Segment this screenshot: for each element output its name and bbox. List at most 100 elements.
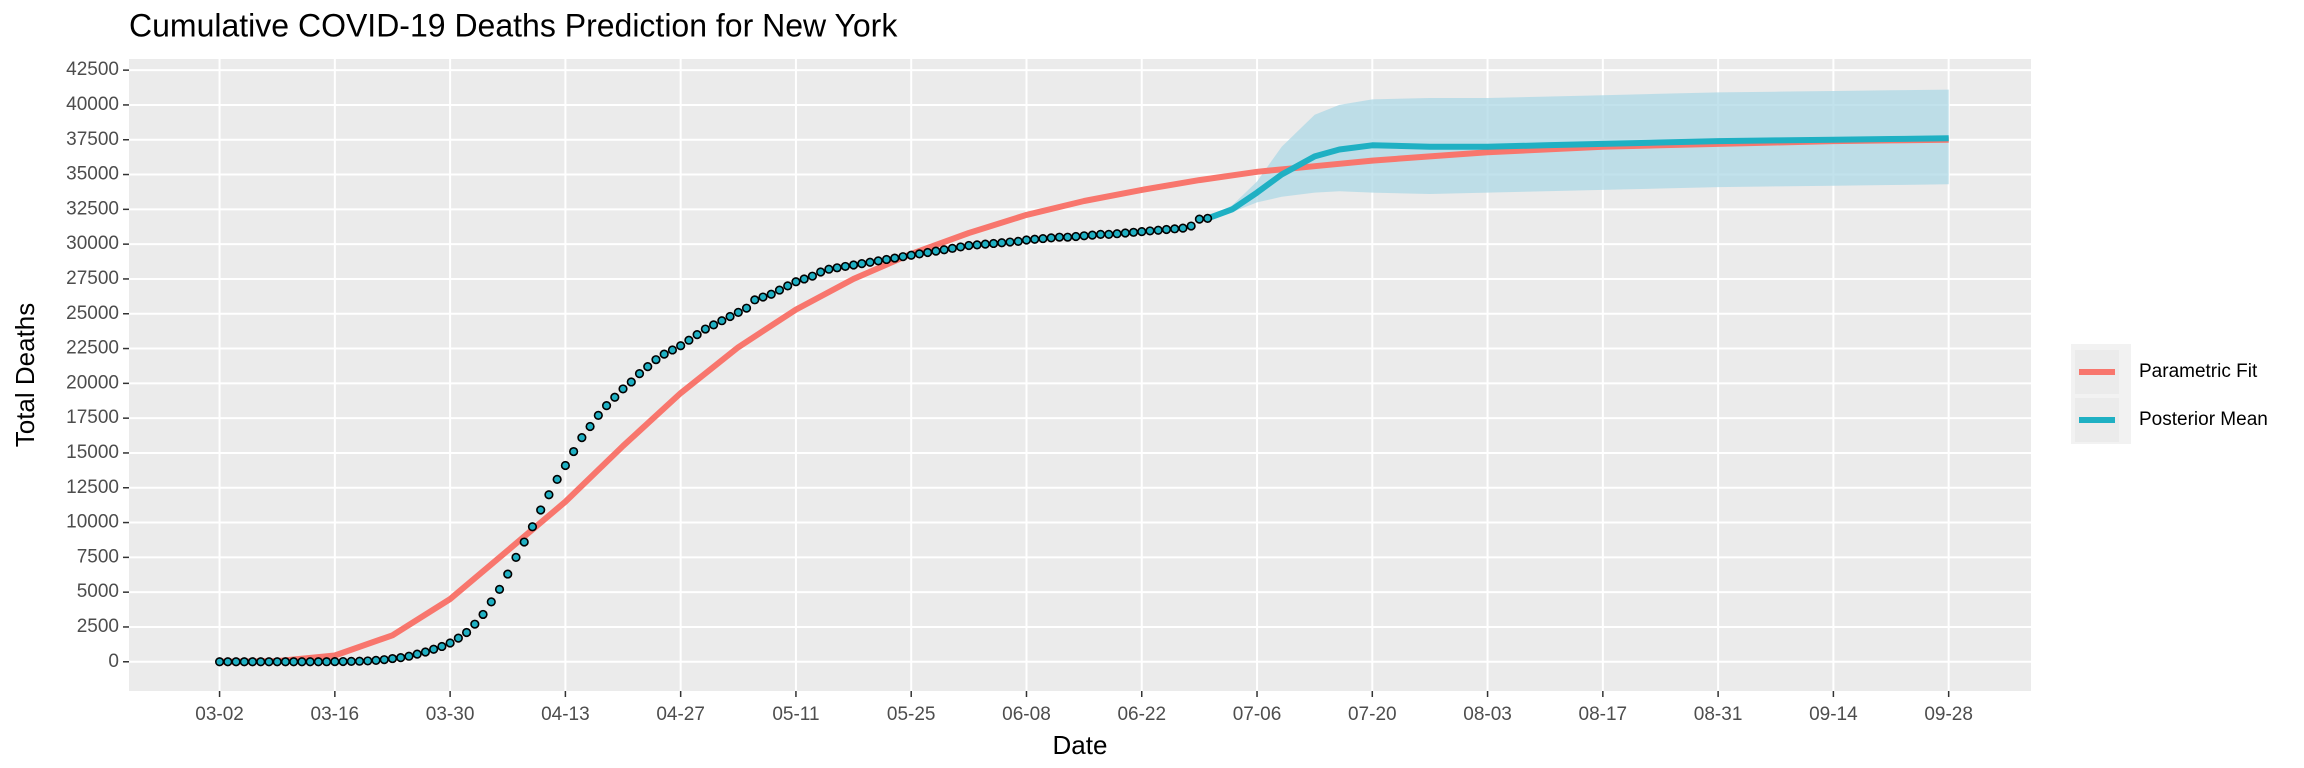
x-tick-label: 05-11 [772,704,819,725]
observed-point [1112,229,1122,239]
y-tick-label: 7500 [77,546,119,567]
x-tick-label: 06-08 [1002,704,1051,725]
observed-point [758,292,768,302]
observed-point [231,657,241,667]
observed-point [214,657,225,667]
observed-point [1145,226,1155,236]
observed-point [1178,223,1188,233]
observed-point [313,657,323,667]
observed-point [717,316,727,326]
credible-band [1207,89,1949,219]
observed-point [1030,234,1040,244]
observed-point [923,247,933,258]
observed-point [536,505,546,515]
observed-point [272,657,282,667]
observed-point [1186,221,1196,231]
observed-point [659,349,669,359]
x-tick-label: 07-20 [1348,704,1397,725]
observed-point [280,657,291,667]
observed-point [264,657,274,667]
observed-point [700,324,710,334]
observed-point [848,260,859,270]
observed-point [947,243,957,253]
observed-point [445,638,455,648]
observed-point [289,657,299,667]
observed-point [667,345,678,355]
observed-point [453,633,463,643]
observed-point [363,656,373,666]
observed-point [437,641,447,652]
observed-point [898,252,908,262]
observed-point [824,264,834,274]
observed-point [552,474,562,485]
observed-point [914,249,925,259]
observed-point [832,263,842,273]
observed-point [1021,235,1032,245]
observed-point [906,250,916,260]
y-tick-label: 30000 [66,233,119,254]
observed-point [988,238,999,249]
observed-point [478,609,488,620]
y-tick-label: 27500 [66,268,119,289]
y-tick-label: 0 [108,651,119,672]
observed-point [519,537,529,547]
observed-point [346,656,356,666]
observed-point [1194,214,1204,224]
observed-point [783,281,793,291]
observed-point [964,240,974,251]
observed-point [840,261,850,272]
observed-point [626,377,636,387]
observed-point [322,657,332,667]
observed-point [544,490,554,500]
observed-point [1095,229,1106,240]
observed-point [1203,213,1213,223]
observed-point [972,240,982,250]
observed-point [725,311,735,322]
observed-point [1170,224,1180,234]
observed-point [684,335,694,345]
x-tick-label: 07-06 [1233,704,1282,725]
observed-point [387,653,398,664]
observed-point [494,584,505,594]
y-tick-label: 5000 [77,581,119,602]
observed-point [1087,230,1097,240]
observed-point [1153,225,1163,235]
observed-point [741,303,752,313]
y-tick-label: 15000 [66,442,119,463]
y-tick-label: 12500 [66,477,119,498]
observed-point [634,369,645,379]
observed-point [791,277,801,287]
observed-point [1161,224,1172,235]
observed-point [1013,236,1023,246]
y-axis-title: Total Deaths [10,303,40,448]
y-tick-label: 10000 [66,512,119,533]
observed-point [881,254,892,265]
y-tick-label: 25000 [66,303,119,324]
observed-point [997,238,1007,248]
x-tick-label: 08-03 [1463,704,1512,725]
observed-point [560,460,570,471]
series-line [1206,135,1949,222]
x-tick-label: 03-02 [195,704,244,725]
observed-point [676,341,686,351]
observed-point [379,655,389,665]
observed-point [256,657,266,667]
observed-point [601,401,612,411]
x-tick-label: 09-14 [1809,704,1858,725]
observed-point [577,433,587,443]
observed-point [865,257,875,267]
observed-point [618,384,628,394]
observed-point [939,245,949,255]
observed-point [585,421,595,432]
observed-point [733,307,743,317]
observed-point [799,274,809,284]
observed-point [708,320,719,330]
y-tick-label: 20000 [66,372,119,393]
observed-point [980,239,990,249]
observed-point [873,256,883,266]
observed-point [223,657,233,667]
observed-point [774,285,785,295]
x-axis-title: Date [1053,730,1108,760]
observed-point [511,552,521,562]
